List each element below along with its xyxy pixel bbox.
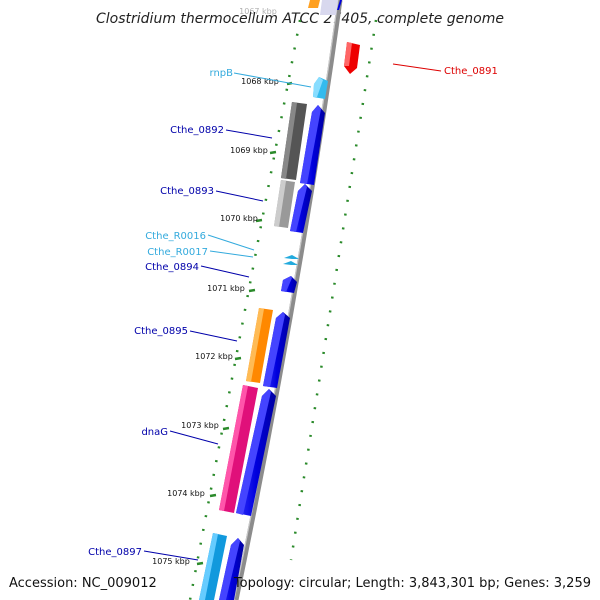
map-title: Clostridium thermocellum ATCC 27405, com… xyxy=(96,11,504,27)
accession-text: Accession: NC_009012 xyxy=(9,576,157,591)
gene-rnpB[interactable] xyxy=(313,77,328,99)
gene-cthe-0893[interactable] xyxy=(274,180,312,233)
gene-cthe-r0017[interactable] xyxy=(283,261,298,265)
kbp-label-1067: 1067 kbp xyxy=(239,7,277,16)
gene-label-rnpB[interactable]: rnpB xyxy=(210,68,234,79)
gene-label-cthe-0893[interactable]: Cthe_0893 xyxy=(160,186,214,197)
gene-cthe-0894[interactable] xyxy=(281,276,297,293)
topology-text: Topology: circular; Length: 3,843,301 bp… xyxy=(233,576,591,591)
major-tick xyxy=(255,218,263,223)
gene-cthe-0892[interactable] xyxy=(281,102,325,185)
major-tick xyxy=(234,356,242,361)
inner-tick-ring xyxy=(188,19,302,600)
gene-label-cthe-0892[interactable]: Cthe_0892 xyxy=(170,125,224,136)
kbp-label-1068: 1068 kbp xyxy=(241,77,279,86)
gene-label-cthe-0894[interactable]: Cthe_0894 xyxy=(145,262,199,273)
gene-label-cthe-0891[interactable]: Cthe_0891 xyxy=(444,66,498,77)
gene-label-cthe-r0017[interactable]: Cthe_R0017 xyxy=(147,247,208,258)
gene-cthe-0891[interactable] xyxy=(344,42,360,74)
gene-dnaG[interactable] xyxy=(219,385,276,516)
gene-label-leaders xyxy=(143,63,442,561)
major-tick xyxy=(248,288,256,293)
gene-cthe-0895[interactable] xyxy=(246,308,290,388)
kbp-label-1072: 1072 kbp xyxy=(195,352,233,361)
kbp-label-1071: 1071 kbp xyxy=(207,284,245,293)
gene-label-cthe-r0016[interactable]: Cthe_R0016 xyxy=(145,231,206,242)
kbp-label-1073: 1073 kbp xyxy=(181,421,219,430)
kbp-label-1070: 1070 kbp xyxy=(220,214,258,223)
gene-label-cthe-0897[interactable]: Cthe_0897 xyxy=(88,547,142,558)
gene-cthe-r0016[interactable] xyxy=(284,255,299,259)
major-tick xyxy=(269,150,277,155)
gene-label-cthe-0895[interactable]: Cthe_0895 xyxy=(134,326,188,337)
kbp-label-1074: 1074 kbp xyxy=(167,489,205,498)
kbp-label-1069: 1069 kbp xyxy=(230,146,268,155)
gene-label-dnaG[interactable]: dnaG xyxy=(141,427,168,438)
major-tick xyxy=(222,426,230,431)
gene-cthe-0897[interactable] xyxy=(199,533,244,600)
kbp-label-1075: 1075 kbp xyxy=(152,557,190,566)
major-tick xyxy=(209,493,217,498)
major-tick xyxy=(196,561,204,566)
outer-tick-ring xyxy=(289,19,378,561)
gene-top-partial[interactable] xyxy=(308,0,342,15)
